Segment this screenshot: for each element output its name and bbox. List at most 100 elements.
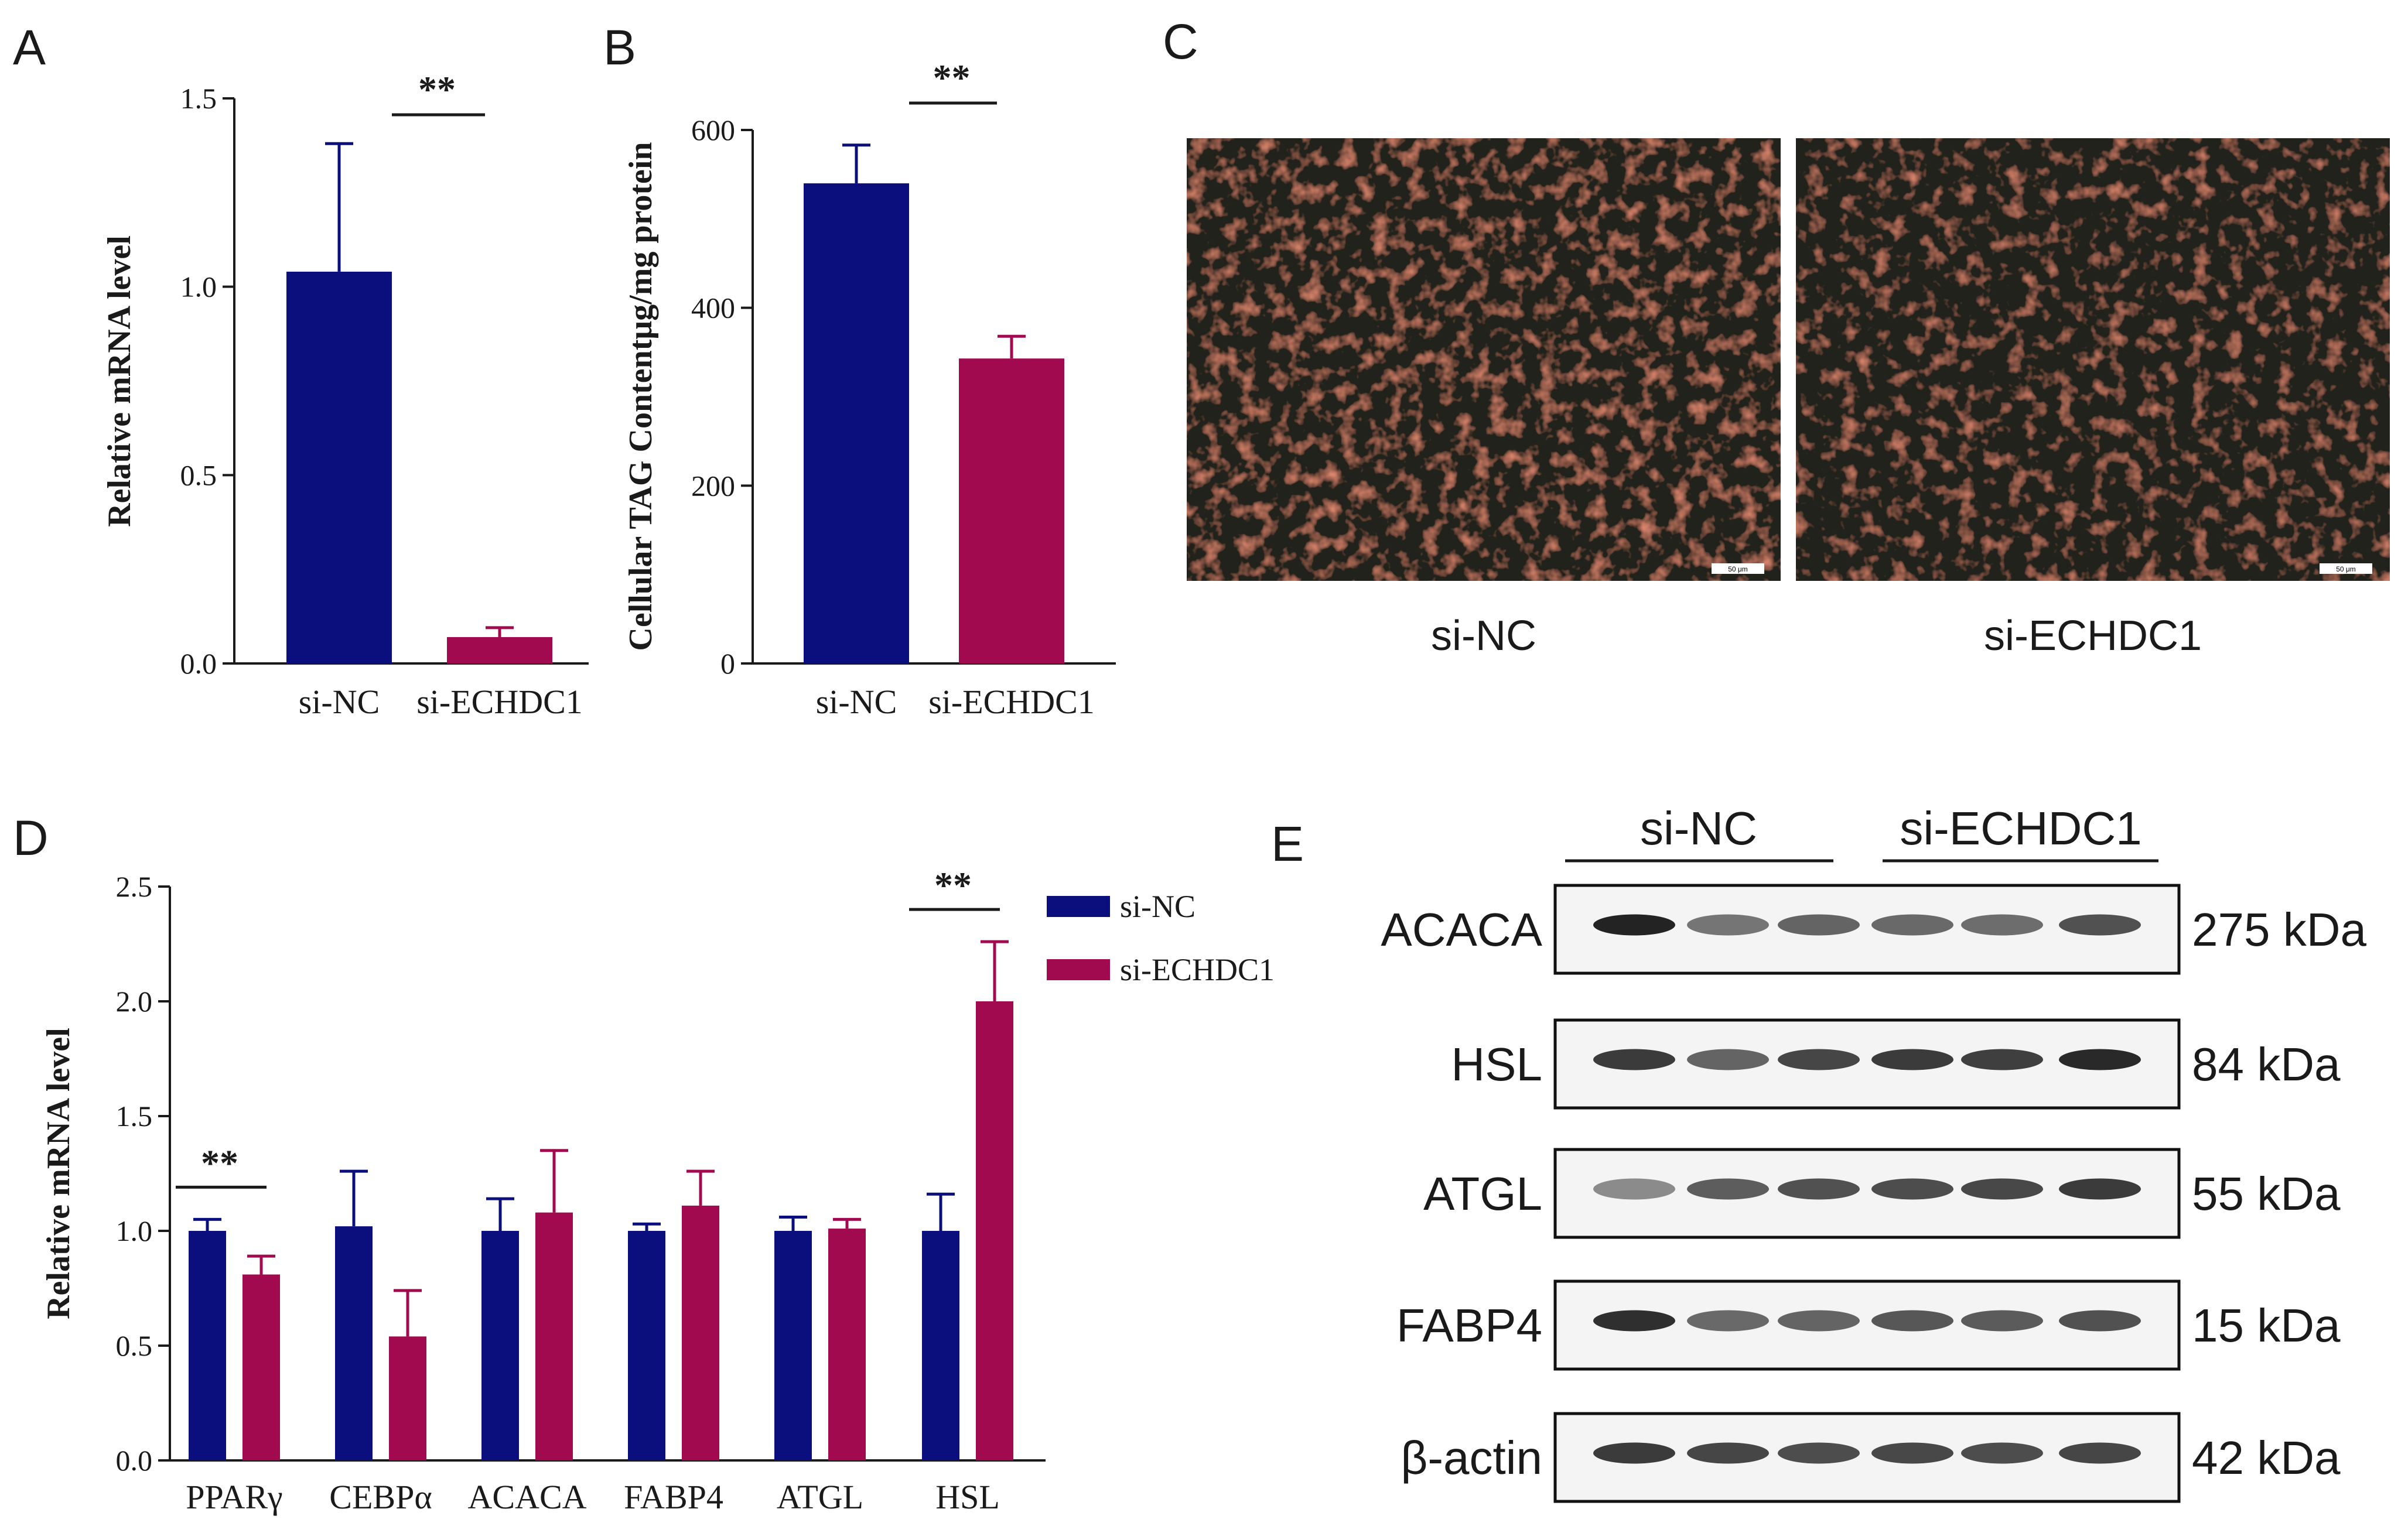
micrograph-si-echdc1: 50 μm <box>1796 138 2390 581</box>
scale-bar-label: 50 μm <box>2336 565 2356 573</box>
blot-protein-label: FABP4 <box>1396 1299 1542 1351</box>
x-tick-label: si-NC <box>816 683 897 721</box>
y-tick-label: 2.5 <box>116 870 153 903</box>
blot-band <box>2059 1310 2141 1332</box>
blot-size-label: 84 kDa <box>2192 1038 2341 1090</box>
blot-band <box>2059 914 2141 936</box>
bar-si-nc-3 <box>628 1231 665 1460</box>
x-tick-label: si-ECHDC1 <box>416 683 583 721</box>
blot-band <box>1871 1442 1953 1464</box>
blot-band <box>1961 1049 2043 1070</box>
y-tick-label: 0.5 <box>180 459 217 491</box>
y-tick-label: 1.0 <box>180 271 217 303</box>
legend-label: si-NC <box>1120 889 1196 924</box>
bar-si-nc-4 <box>774 1231 812 1460</box>
blot-group-si-nc: si-NC <box>1640 802 1757 854</box>
y-axis-label: Relative mRNA level <box>40 1028 77 1319</box>
x-tick-label: ATGL <box>777 1478 863 1516</box>
blot-band <box>1687 914 1769 936</box>
panel-letter-c: C <box>1163 14 1198 69</box>
x-tick-label: ACACA <box>467 1478 586 1516</box>
bar-si-nc-0 <box>189 1231 226 1460</box>
blot-band <box>2059 1049 2141 1070</box>
blot-band <box>1961 1310 2043 1332</box>
bar-si-nc <box>286 271 392 663</box>
blot-hsl: HSL 84 kDa <box>1451 1018 2341 1110</box>
chart-d: 0.0 0.5 1.0 1.5 2.0 2.5 Relative mRNA level PPA… <box>40 864 1275 1516</box>
blot-size-label: 15 kDa <box>2192 1299 2341 1351</box>
panel-c: 50 μm 50 μm si-NC si-ECHDC1 <box>1187 138 2390 659</box>
bar-si-nc-2 <box>481 1231 519 1460</box>
blot-band <box>1871 914 1953 936</box>
blot-fabp4: FABP4 15 kDa <box>1396 1279 2341 1371</box>
micrograph-label-si-nc: si-NC <box>1431 613 1536 659</box>
blot-group-si-echdc1: si-ECHDC1 <box>1900 802 2141 854</box>
panel-e: si-NC si-ECHDC1 ACACA 275 kDa HSL 84 kDa ATG… <box>1381 802 2366 1503</box>
blot-band <box>1687 1310 1769 1332</box>
y-tick-label: 600 <box>691 114 735 146</box>
significance-label: ** <box>933 57 971 98</box>
blot-band <box>1871 1178 1953 1200</box>
bar-si-echdc1-3 <box>682 1205 719 1460</box>
micrograph-si-nc: 50 μm <box>1187 138 1781 581</box>
y-tick-label: 0 <box>720 647 735 680</box>
y-tick-label: 1.5 <box>116 1100 153 1132</box>
blot-band <box>1687 1442 1769 1464</box>
blot-band <box>1778 1442 1860 1464</box>
blot-size-label: 42 kDa <box>2192 1432 2341 1484</box>
blot-band <box>1871 1310 1953 1332</box>
bar-si-echdc1-5 <box>976 1001 1013 1460</box>
panel-letter-b: B <box>603 20 636 75</box>
bar-si-nc-5 <box>922 1231 959 1460</box>
blot-band <box>1687 1049 1769 1070</box>
blot-band <box>1593 1310 1675 1332</box>
blot-protein-label: HSL <box>1451 1038 1542 1090</box>
bar-si-echdc1-0 <box>242 1274 280 1460</box>
blot-band <box>1593 1442 1675 1464</box>
chart-b: 0 200 400 600 Cellular TAG Contentμg/mg prot… <box>623 57 1116 721</box>
blot-strips: ACACA 275 kDa HSL 84 kDa ATGL 55 kDa FABP4 15 k… <box>1381 884 2366 1503</box>
y-tick-label: 0.5 <box>116 1329 153 1362</box>
blot-band <box>1961 1442 2043 1464</box>
panel-letter-a: A <box>13 20 46 75</box>
blot-protein-label: β-actin <box>1401 1432 1542 1484</box>
bar-si-echdc1-2 <box>535 1212 573 1460</box>
blot-band <box>2059 1442 2141 1464</box>
blot-band <box>1593 1049 1675 1070</box>
chart-a: 0.0 0.5 1.0 1.5 Relative mRNA level si-NC si-E… <box>101 69 589 721</box>
micrograph-label-si-echdc1: si-ECHDC1 <box>1984 613 2202 659</box>
x-tick-label: FABP4 <box>624 1478 723 1516</box>
blot-band <box>1961 914 2043 936</box>
scale-bar-label: 50 μm <box>1728 565 1748 573</box>
x-tick-label: si-NC <box>299 683 380 721</box>
bar-si-nc <box>804 183 909 664</box>
blot-band <box>1871 1049 1953 1070</box>
scale-bar-box <box>2320 563 2372 574</box>
y-tick-label: 1.0 <box>116 1214 153 1247</box>
blot--actin: β-actin 42 kDa <box>1401 1412 2341 1503</box>
y-axis-label: Cellular TAG Contentμg/mg protein <box>623 142 659 651</box>
y-tick-label: 0.0 <box>180 647 217 680</box>
y-tick-label: 0.0 <box>116 1444 153 1477</box>
bar-si-echdc1-1 <box>389 1336 426 1460</box>
x-tick-label: CEBPα <box>329 1478 432 1516</box>
y-tick-label: 2.0 <box>116 985 153 1018</box>
legend-swatch-si-echdc1 <box>1047 959 1110 980</box>
significance-label: ** <box>201 1142 238 1183</box>
bar-si-echdc1 <box>959 358 1064 663</box>
blot-band <box>1593 914 1675 936</box>
legend-label: si-ECHDC1 <box>1120 952 1275 987</box>
blot-band <box>1778 1049 1860 1070</box>
legend-swatch-si-nc <box>1047 896 1110 917</box>
bar-si-echdc1 <box>447 637 552 663</box>
blot-band <box>1687 1178 1769 1200</box>
panel-letter-e: E <box>1271 816 1304 871</box>
y-tick-label: 200 <box>691 469 735 502</box>
x-tick-label: HSL <box>935 1478 1000 1516</box>
bar-si-echdc1-4 <box>828 1229 866 1460</box>
x-tick-label: si-ECHDC1 <box>928 683 1095 721</box>
panel-letter-d: D <box>13 810 49 865</box>
significance-label: ** <box>934 864 972 906</box>
blot-band <box>1778 914 1860 936</box>
x-tick-label: PPARγ <box>186 1478 282 1516</box>
